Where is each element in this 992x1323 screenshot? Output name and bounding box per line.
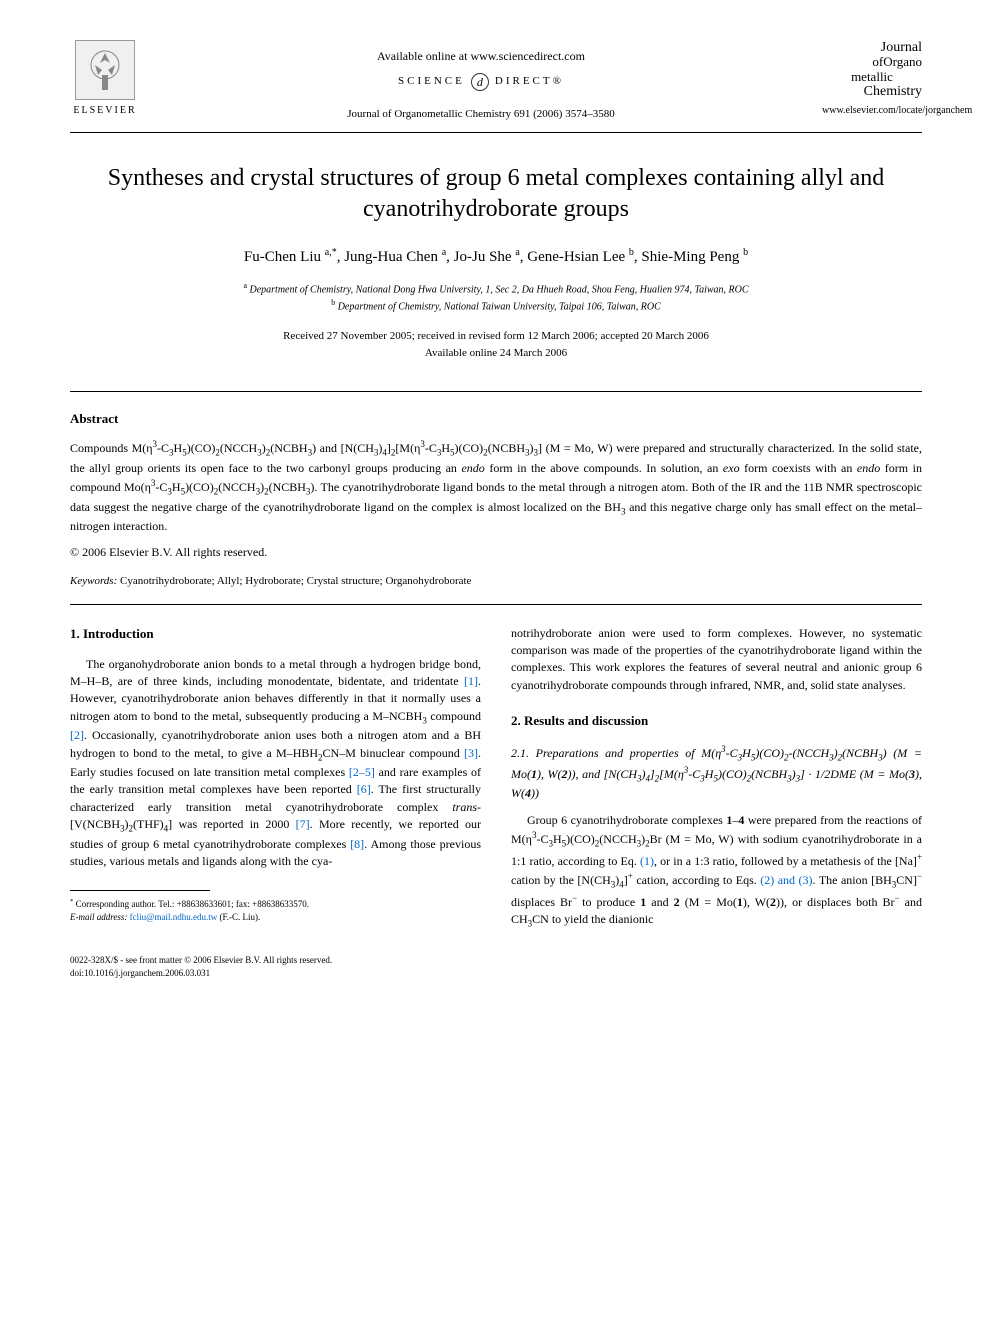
abstract-heading: Abstract <box>70 410 922 428</box>
keywords-label: Keywords: <box>70 575 117 587</box>
journal-logo-line4: Chemistry <box>822 84 922 99</box>
header-row: ELSEVIER Available online at www.science… <box>70 40 922 122</box>
issn-line: 0022-328X/$ - see front matter © 2006 El… <box>70 955 332 965</box>
footnote-block: * Corresponding author. Tel.: +886386336… <box>70 897 481 923</box>
intro-paragraph: The organohydroborate anion bonds to a m… <box>70 656 481 871</box>
abstract-bottom-divider <box>70 604 922 605</box>
header-divider <box>70 132 922 133</box>
left-column: 1. Introduction The organohydroborate an… <box>70 625 481 931</box>
copyright-text: © 2006 Elsevier B.V. All rights reserved… <box>70 544 922 561</box>
email-person: (F.-C. Liu). <box>217 912 260 922</box>
header-center: Available online at www.sciencedirect.co… <box>140 40 822 122</box>
affiliation-b: Department of Chemistry, National Taiwan… <box>338 301 661 312</box>
keywords-text: Cyanotrihydroborate; Allyl; Hydroborate;… <box>117 575 471 587</box>
elsevier-logo: ELSEVIER <box>70 40 140 120</box>
journal-logo-line2: ofOrgano <box>822 55 922 69</box>
journal-logo-line1: Journal <box>822 40 922 55</box>
footer-info: 0022-328X/$ - see front matter © 2006 El… <box>70 954 922 979</box>
available-online-text: Available online at www.sciencedirect.co… <box>140 48 822 65</box>
body-columns: 1. Introduction The organohydroborate an… <box>70 625 922 931</box>
footnote-divider <box>70 890 210 891</box>
abstract-text: Compounds M(η3-C3H5)(CO)2(NCCH3)2(NCBH3)… <box>70 438 922 535</box>
science-direct-logo: SCIENCE d DIRECT® <box>140 73 822 91</box>
doi-line: doi:10.1016/j.jorganchem.2006.03.031 <box>70 968 210 978</box>
dates-line2: Available online 24 March 2006 <box>425 347 567 359</box>
abstract-top-divider <box>70 391 922 392</box>
journal-logo-line3: metallic <box>822 70 922 84</box>
sd-left: SCIENCE <box>398 74 465 89</box>
elsevier-tree-icon <box>75 40 135 100</box>
journal-url: www.elsevier.com/locate/jorganchem <box>822 105 922 116</box>
subsection-heading: 2.1. Preparations and properties of M(η3… <box>511 743 922 802</box>
right-column: notrihydroborate anion were used to form… <box>511 625 922 931</box>
email-label: E-mail address: <box>70 912 127 922</box>
article-title: Syntheses and crystal structures of grou… <box>70 163 922 225</box>
keywords-line: Keywords: Cyanotrihydroborate; Allyl; Hy… <box>70 574 922 589</box>
email-link[interactable]: fcliu@mail.ndhu.edu.tw <box>127 912 217 922</box>
results-paragraph: Group 6 cyanotrihydroborate complexes 1–… <box>511 812 922 930</box>
corresponding-author: Corresponding author. Tel.: +88638633601… <box>76 899 309 909</box>
journal-logo: Journal ofOrgano metallic Chemistry www.… <box>822 40 922 116</box>
dates-line1: Received 27 November 2005; received in r… <box>283 330 709 342</box>
article-dates: Received 27 November 2005; received in r… <box>70 328 922 361</box>
col2-continuation: notrihydroborate anion were used to form… <box>511 625 922 695</box>
sd-d-icon: d <box>471 73 489 91</box>
affiliation-a: Department of Chemistry, National Dong H… <box>250 284 749 295</box>
journal-reference: Journal of Organometallic Chemistry 691 … <box>140 107 822 122</box>
results-heading: 2. Results and discussion <box>511 712 922 731</box>
intro-heading: 1. Introduction <box>70 625 481 644</box>
sd-right: DIRECT® <box>495 74 564 89</box>
authors-list: Fu-Chen Liu a,*, Jung-Hua Chen a, Jo-Ju … <box>70 246 922 268</box>
elsevier-label: ELSEVIER <box>73 104 136 118</box>
affiliations: a Department of Chemistry, National Dong… <box>70 280 922 315</box>
